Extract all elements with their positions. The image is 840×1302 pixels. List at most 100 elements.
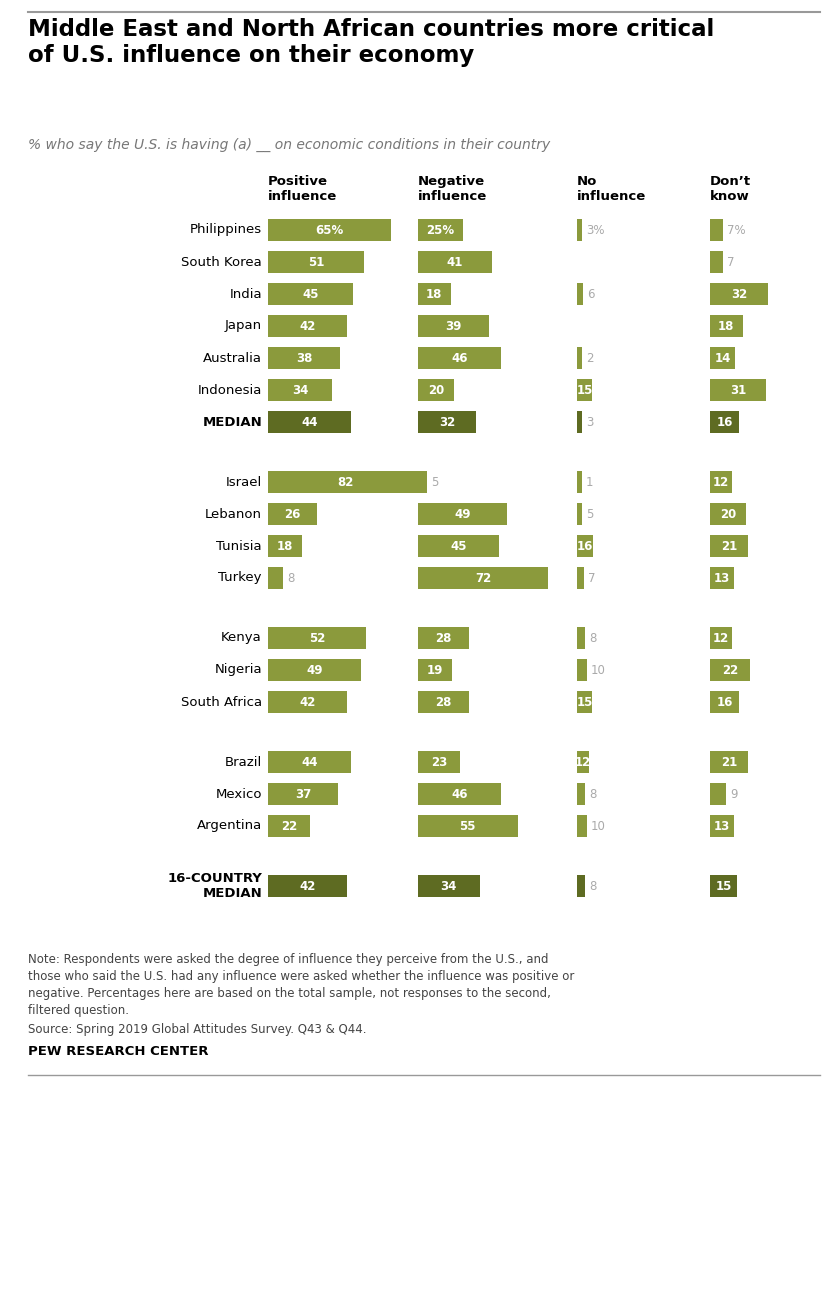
Text: 44: 44 (302, 755, 318, 768)
Text: Philippines: Philippines (190, 224, 262, 237)
Text: Source: Spring 2019 Global Attitudes Survey. Q43 & Q44.: Source: Spring 2019 Global Attitudes Sur… (28, 1023, 366, 1036)
Text: those who said the U.S. had any influence were asked whether the influence was p: those who said the U.S. had any influenc… (28, 970, 575, 983)
Text: Japan: Japan (225, 319, 262, 332)
Bar (577, 875, 585, 897)
Bar (268, 815, 310, 837)
Text: 44: 44 (302, 415, 318, 428)
Text: 55: 55 (459, 819, 476, 832)
Text: 32: 32 (438, 415, 455, 428)
Text: 10: 10 (591, 664, 606, 677)
Text: 15: 15 (576, 384, 593, 397)
Bar (577, 379, 592, 401)
Text: 3%: 3% (586, 224, 605, 237)
Bar (418, 219, 463, 241)
Text: 18: 18 (277, 539, 293, 552)
Text: Indonesia: Indonesia (197, 384, 262, 397)
Bar (710, 815, 733, 837)
Text: 7: 7 (588, 572, 596, 585)
Bar (418, 471, 427, 493)
Text: 10: 10 (591, 819, 606, 832)
Text: 6: 6 (587, 288, 595, 301)
Bar (418, 315, 489, 337)
Text: 16: 16 (717, 415, 732, 428)
Bar (577, 471, 582, 493)
Bar (268, 348, 340, 368)
Text: South Korea: South Korea (181, 255, 262, 268)
Bar (710, 566, 733, 589)
Bar (268, 751, 351, 773)
Text: 8: 8 (589, 788, 596, 801)
Bar (418, 535, 500, 557)
Text: Negative
influence: Negative influence (418, 174, 487, 203)
Bar (418, 503, 507, 525)
Text: 13: 13 (714, 572, 730, 585)
Bar (268, 315, 348, 337)
Bar (710, 471, 732, 493)
Text: 49: 49 (454, 508, 470, 521)
Text: Australia: Australia (203, 352, 262, 365)
Text: 20: 20 (428, 384, 444, 397)
Bar (577, 503, 582, 525)
Bar (268, 875, 348, 897)
Text: 42: 42 (300, 695, 316, 708)
Text: % who say the U.S. is having (a) __ on economic conditions in their country: % who say the U.S. is having (a) __ on e… (28, 138, 550, 152)
Text: 12: 12 (712, 631, 729, 644)
Text: 22: 22 (722, 664, 738, 677)
Text: 41: 41 (447, 255, 464, 268)
Text: 22: 22 (281, 819, 297, 832)
Text: 52: 52 (309, 631, 325, 644)
Text: 8: 8 (287, 572, 295, 585)
Bar (268, 411, 351, 434)
Bar (577, 783, 585, 805)
Text: 34: 34 (292, 384, 308, 397)
Text: 32: 32 (731, 288, 747, 301)
Bar (268, 783, 338, 805)
Text: filtered question.: filtered question. (28, 1004, 129, 1017)
Text: negative. Percentages here are based on the total sample, not responses to the s: negative. Percentages here are based on … (28, 987, 551, 1000)
Text: 49: 49 (306, 664, 323, 677)
Text: 25%: 25% (427, 224, 454, 237)
Bar (418, 783, 501, 805)
Text: 28: 28 (435, 631, 452, 644)
Bar (418, 566, 549, 589)
Text: 45: 45 (302, 288, 318, 301)
Bar (577, 411, 582, 434)
Bar (268, 566, 283, 589)
Bar (268, 379, 333, 401)
Text: 23: 23 (431, 755, 447, 768)
Bar (577, 691, 592, 713)
Text: 18: 18 (718, 319, 734, 332)
Text: 8: 8 (589, 879, 596, 892)
Text: Turkey: Turkey (218, 572, 262, 585)
Text: No
influence: No influence (577, 174, 646, 203)
Bar (418, 379, 454, 401)
Text: 51: 51 (308, 255, 324, 268)
Text: 21: 21 (721, 539, 738, 552)
Text: 46: 46 (451, 352, 468, 365)
Text: 16-COUNTRY
MEDIAN: 16-COUNTRY MEDIAN (167, 872, 262, 900)
Bar (418, 875, 480, 897)
Text: Lebanon: Lebanon (205, 508, 262, 521)
Bar (577, 283, 583, 305)
Text: 42: 42 (300, 319, 316, 332)
Text: 39: 39 (445, 319, 461, 332)
Bar (710, 411, 739, 434)
Bar (577, 751, 589, 773)
Text: 26: 26 (285, 508, 301, 521)
Bar (418, 691, 469, 713)
Bar (710, 251, 722, 273)
Text: 12: 12 (575, 755, 591, 768)
Text: 8: 8 (589, 631, 596, 644)
Bar (710, 379, 766, 401)
Text: 19: 19 (427, 664, 444, 677)
Bar (710, 348, 735, 368)
Bar (268, 471, 423, 493)
Text: Don’t
know: Don’t know (710, 174, 751, 203)
Text: Israel: Israel (226, 475, 262, 488)
Bar (710, 315, 743, 337)
Bar (577, 628, 585, 648)
Bar (577, 815, 587, 837)
Text: Note: Respondents were asked the degree of influence they perceive from the U.S.: Note: Respondents were asked the degree … (28, 953, 549, 966)
Text: Middle East and North African countries more critical
of U.S. influence on their: Middle East and North African countries … (28, 18, 714, 66)
Text: 5: 5 (431, 475, 438, 488)
